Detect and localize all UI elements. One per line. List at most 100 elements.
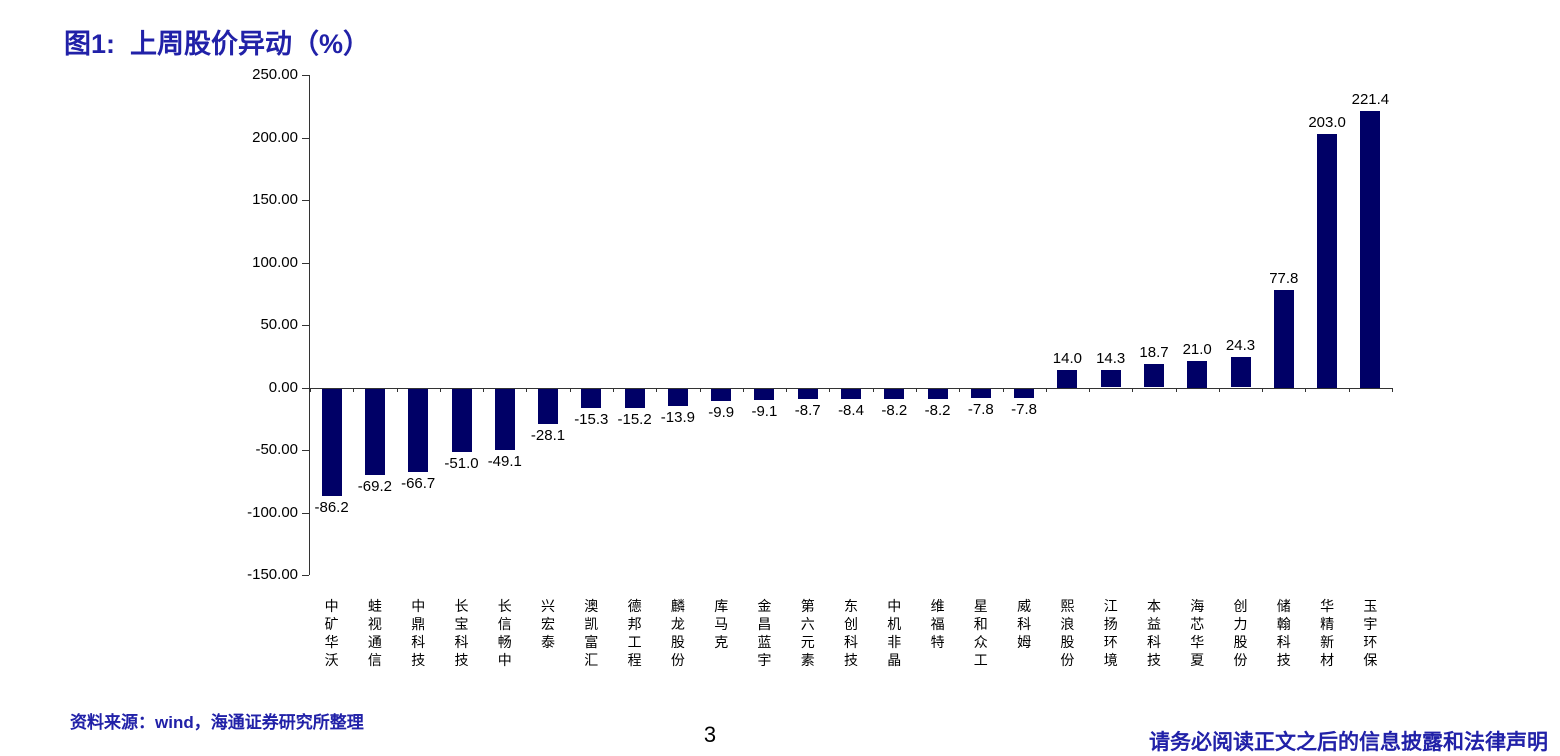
bar-value-label: -66.7 <box>401 474 436 492</box>
y-axis-tick <box>302 450 309 451</box>
category-label: 东创科技 <box>844 598 858 668</box>
bar <box>970 388 991 399</box>
bar <box>624 388 645 408</box>
x-axis-tick <box>526 387 528 392</box>
bar <box>667 388 688 406</box>
bar-value-label: -15.2 <box>617 410 652 428</box>
bar-value-label: -8.4 <box>838 402 864 419</box>
x-axis-line <box>309 387 1392 389</box>
x-axis-tick <box>959 387 961 392</box>
bar <box>797 388 818 400</box>
y-axis-tick-label: 200.00 <box>252 128 298 146</box>
category-label: 德邦工程 <box>627 598 642 668</box>
bar-value-label: -15.3 <box>574 410 609 428</box>
y-axis-tick <box>302 200 309 201</box>
bar <box>1187 361 1208 388</box>
category-label: 金昌蓝宇 <box>757 598 772 668</box>
category-label: 澳凯富汇 <box>584 598 599 668</box>
category-label: 中机非晶 <box>887 598 902 668</box>
y-axis-tick-label: 250.00 <box>252 66 298 83</box>
bar <box>538 388 558 424</box>
x-axis-tick <box>569 387 571 392</box>
y-axis-tick <box>302 512 309 514</box>
category-label: 熙浪股份 <box>1060 598 1075 668</box>
bar-value-label: -8.2 <box>881 401 908 419</box>
y-axis-tick-label: -100.00 <box>247 503 298 521</box>
bar-value-label: 221.4 <box>1351 90 1390 108</box>
category-label: 江扬环境 <box>1103 598 1118 668</box>
x-axis-tick <box>310 387 311 392</box>
bar-value-label: -13.9 <box>660 408 695 426</box>
x-axis-tick <box>742 387 744 392</box>
y-axis-line <box>309 75 310 575</box>
x-axis-tick <box>613 387 614 392</box>
bar <box>451 388 472 453</box>
bar-value-label: -51.0 <box>444 455 479 473</box>
x-axis-tick <box>1348 387 1350 392</box>
y-axis-tick-label: -150.00 <box>247 566 298 583</box>
category-label: 麟龙股份 <box>670 598 685 668</box>
y-axis-tick-label: 150.00 <box>252 191 298 208</box>
category-label: 中鼎科技 <box>411 598 426 668</box>
category-label: 兴宏泰 <box>541 598 555 650</box>
y-axis-tick <box>302 262 309 264</box>
bar <box>1057 370 1078 388</box>
category-label: 星和众工 <box>973 598 988 668</box>
chart-title: 图1: 上周股价异动（%） <box>64 29 371 59</box>
bar-value-label: -28.1 <box>530 426 566 444</box>
bar-value-label: 21.0 <box>1182 341 1212 359</box>
bar <box>1273 290 1294 388</box>
y-axis-tick <box>302 325 309 326</box>
bar <box>841 388 861 399</box>
y-axis-tick-label: 0.00 <box>268 378 298 396</box>
bar <box>1144 364 1164 388</box>
bar-value-label: -9.9 <box>708 403 735 421</box>
y-axis-tick-label: 100.00 <box>252 253 298 271</box>
x-axis-tick <box>1392 387 1393 392</box>
x-axis-tick <box>1002 387 1004 392</box>
bar <box>711 388 732 401</box>
y-axis-tick <box>302 387 309 389</box>
category-label: 长宝科技 <box>454 598 469 668</box>
bar <box>754 388 775 400</box>
category-label: 华精新材 <box>1320 598 1335 668</box>
category-label: 第六元素 <box>800 598 815 668</box>
category-label: 储翰科技 <box>1276 598 1291 668</box>
bar-value-label: 77.8 <box>1269 270 1299 288</box>
bar-value-label: 14.3 <box>1096 349 1126 367</box>
bar-value-label: 14.0 <box>1052 350 1082 367</box>
x-axis-tick <box>699 387 701 392</box>
y-axis-tick <box>302 137 309 139</box>
bar <box>494 388 515 450</box>
x-axis-tick <box>483 387 485 392</box>
x-axis-tick <box>1089 387 1090 392</box>
category-label: 威科姆 <box>1017 598 1032 650</box>
y-axis-tick-label: 50.00 <box>260 316 298 333</box>
category-label: 维福特 <box>930 598 945 650</box>
bar <box>408 388 429 472</box>
x-axis-tick <box>1262 387 1264 392</box>
category-label: 玉宇环保 <box>1363 598 1378 668</box>
bar <box>927 388 948 399</box>
bar <box>1230 357 1251 388</box>
bar-value-label: 203.0 <box>1308 113 1346 131</box>
bar <box>581 388 602 408</box>
x-axis-tick <box>1132 387 1134 392</box>
bar-value-label: -8.7 <box>794 402 821 420</box>
category-label: 库马克 <box>714 598 729 650</box>
bar <box>364 388 385 475</box>
category-label: 蛙视通信 <box>367 598 382 668</box>
x-axis-tick <box>915 387 917 392</box>
y-axis-tick-label: -50.00 <box>255 441 298 458</box>
x-axis-tick <box>786 387 788 392</box>
category-label: 中矿华沃 <box>324 598 339 668</box>
disclaimer: 请务必阅读正文之后的信息披露和法律声明 <box>1149 731 1548 754</box>
page-number: 3 <box>703 722 717 747</box>
bar-value-label: -49.1 <box>487 452 522 470</box>
bar-value-label: -9.1 <box>751 402 778 420</box>
x-axis-tick <box>1045 387 1047 392</box>
bar <box>1360 110 1381 388</box>
bar <box>1100 369 1121 388</box>
